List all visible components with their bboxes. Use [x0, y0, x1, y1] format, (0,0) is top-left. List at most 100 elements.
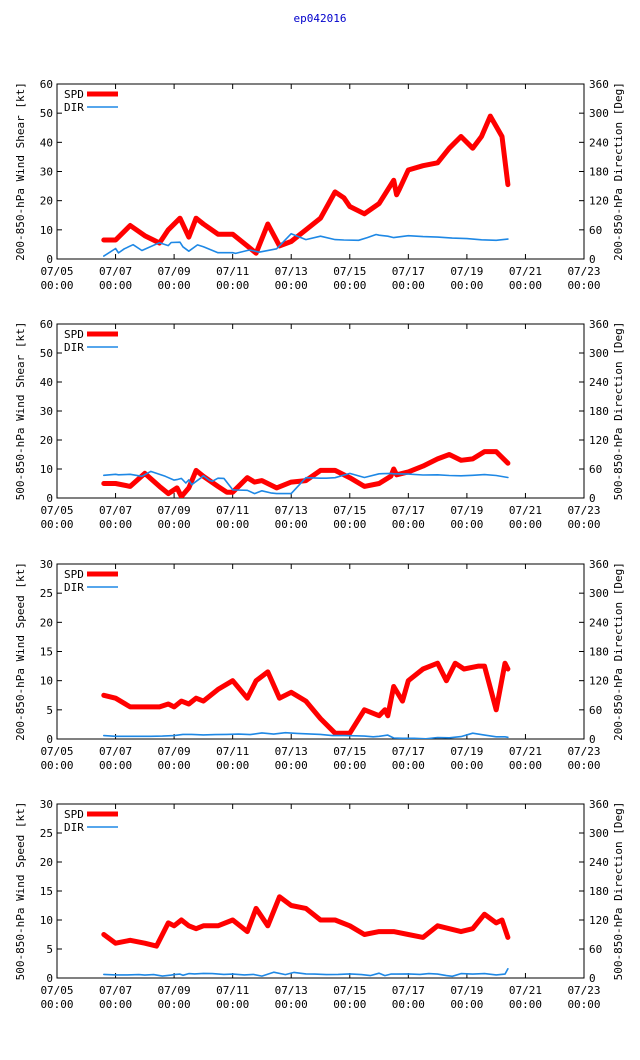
- y2-tick-label: 240: [589, 136, 609, 149]
- legend-spd-label: SPD: [64, 328, 84, 341]
- dir-series-line: [103, 731, 509, 739]
- chart-panel-1: 010203040506006012018024030036007/0500:0…: [14, 78, 625, 292]
- y-tick-label: 30: [40, 558, 53, 571]
- y-tick-label: 0: [46, 972, 53, 985]
- chart-panel-3: 05101520253006012018024030036007/0500:00…: [14, 558, 625, 772]
- y-tick-label: 60: [40, 318, 53, 331]
- x-tick-label-time: 00:00: [567, 279, 600, 292]
- y-tick-label: 30: [40, 798, 53, 811]
- y2-tick-label: 0: [589, 492, 596, 505]
- x-tick-label-date: 07/05: [40, 745, 73, 758]
- x-tick-label-time: 00:00: [333, 279, 366, 292]
- y-axis-label: 500-850-hPa Wind Shear [kt]: [14, 322, 27, 501]
- y2-tick-label: 60: [589, 463, 602, 476]
- x-tick-label-date: 07/09: [158, 984, 191, 997]
- x-tick-label-date: 07/15: [333, 745, 366, 758]
- y2-tick-label: 120: [589, 434, 609, 447]
- y-axis-label: 200-850-hPa Wind Shear [kt]: [14, 82, 27, 261]
- x-tick-label-time: 00:00: [216, 279, 249, 292]
- x-tick-label-time: 00:00: [99, 518, 132, 531]
- x-tick-label-date: 07/21: [509, 504, 542, 517]
- y2-axis-label: 200-850-hPa Direction [Deg]: [612, 562, 625, 741]
- y2-tick-label: 60: [589, 943, 602, 956]
- x-tick-label-date: 07/07: [99, 265, 132, 278]
- x-tick-label-date: 07/15: [333, 504, 366, 517]
- legend-dir-label: DIR: [64, 581, 84, 594]
- x-tick-label-date: 07/05: [40, 265, 73, 278]
- x-tick-label-date: 07/21: [509, 265, 542, 278]
- x-tick-label-time: 00:00: [216, 998, 249, 1011]
- x-tick-label-time: 00:00: [40, 759, 73, 772]
- x-tick-label-time: 00:00: [99, 759, 132, 772]
- y-tick-label: 15: [40, 885, 53, 898]
- y-tick-label: 0: [46, 492, 53, 505]
- y2-tick-label: 360: [589, 798, 609, 811]
- x-tick-label-time: 00:00: [392, 279, 425, 292]
- x-tick-label-time: 00:00: [567, 998, 600, 1011]
- x-tick-label-date: 07/23: [567, 504, 600, 517]
- page-title: ep042016: [293, 12, 347, 25]
- x-tick-label-time: 00:00: [275, 279, 308, 292]
- x-tick-label-time: 00:00: [99, 279, 132, 292]
- x-tick-label-time: 00:00: [333, 998, 366, 1011]
- legend-spd-label: SPD: [64, 568, 84, 581]
- x-tick-label-time: 00:00: [567, 518, 600, 531]
- x-tick-label-date: 07/19: [450, 265, 483, 278]
- y2-tick-label: 300: [589, 347, 609, 360]
- legend-dir-label: DIR: [64, 101, 84, 114]
- x-tick-label-date: 07/17: [392, 504, 425, 517]
- x-tick-label-time: 00:00: [158, 279, 191, 292]
- x-tick-label-time: 00:00: [392, 518, 425, 531]
- x-tick-label-date: 07/19: [450, 504, 483, 517]
- x-tick-label-date: 07/09: [158, 504, 191, 517]
- y2-tick-label: 360: [589, 78, 609, 91]
- y2-tick-label: 120: [589, 195, 609, 208]
- spd-series-line: [101, 660, 511, 736]
- y2-tick-label: 180: [589, 646, 609, 659]
- y2-tick-label: 240: [589, 616, 609, 629]
- y-tick-label: 25: [40, 827, 53, 840]
- y-tick-label: 10: [40, 224, 53, 237]
- x-tick-label-time: 00:00: [275, 759, 308, 772]
- x-tick-label-date: 07/17: [392, 984, 425, 997]
- y-tick-label: 10: [40, 675, 53, 688]
- x-tick-label-date: 07/05: [40, 504, 73, 517]
- x-tick-label-time: 00:00: [216, 518, 249, 531]
- x-tick-label-time: 00:00: [392, 759, 425, 772]
- y2-tick-label: 360: [589, 558, 609, 571]
- x-tick-label-time: 00:00: [509, 998, 542, 1011]
- y-tick-label: 30: [40, 166, 53, 179]
- y-tick-label: 10: [40, 914, 53, 927]
- y-tick-label: 30: [40, 405, 53, 418]
- x-tick-label-date: 07/07: [99, 745, 132, 758]
- y2-tick-label: 300: [589, 827, 609, 840]
- y-tick-label: 50: [40, 107, 53, 120]
- y2-tick-label: 240: [589, 856, 609, 869]
- y-tick-label: 0: [46, 733, 53, 746]
- y-tick-label: 40: [40, 376, 53, 389]
- x-tick-label-time: 00:00: [216, 759, 249, 772]
- x-tick-label-date: 07/09: [158, 745, 191, 758]
- y2-axis-label: 200-850-hPa Direction [Deg]: [612, 82, 625, 261]
- y2-tick-label: 180: [589, 885, 609, 898]
- y2-tick-label: 60: [589, 224, 602, 237]
- y2-tick-label: 180: [589, 405, 609, 418]
- y2-tick-label: 240: [589, 376, 609, 389]
- spd-series-line: [101, 113, 511, 256]
- y2-tick-label: 0: [589, 733, 596, 746]
- x-tick-label-time: 00:00: [450, 279, 483, 292]
- x-tick-label-date: 07/11: [216, 265, 249, 278]
- x-tick-label-date: 07/17: [392, 745, 425, 758]
- x-tick-label-date: 07/11: [216, 745, 249, 758]
- x-tick-label-time: 00:00: [392, 998, 425, 1011]
- y-tick-label: 50: [40, 347, 53, 360]
- x-tick-label-date: 07/21: [509, 984, 542, 997]
- y-tick-label: 5: [46, 704, 53, 717]
- x-tick-label-date: 07/19: [450, 745, 483, 758]
- x-tick-label-date: 07/21: [509, 745, 542, 758]
- x-tick-label-time: 00:00: [40, 998, 73, 1011]
- x-tick-label-time: 00:00: [509, 518, 542, 531]
- x-tick-label-time: 00:00: [333, 759, 366, 772]
- x-tick-label-date: 07/15: [333, 265, 366, 278]
- x-tick-label-time: 00:00: [275, 998, 308, 1011]
